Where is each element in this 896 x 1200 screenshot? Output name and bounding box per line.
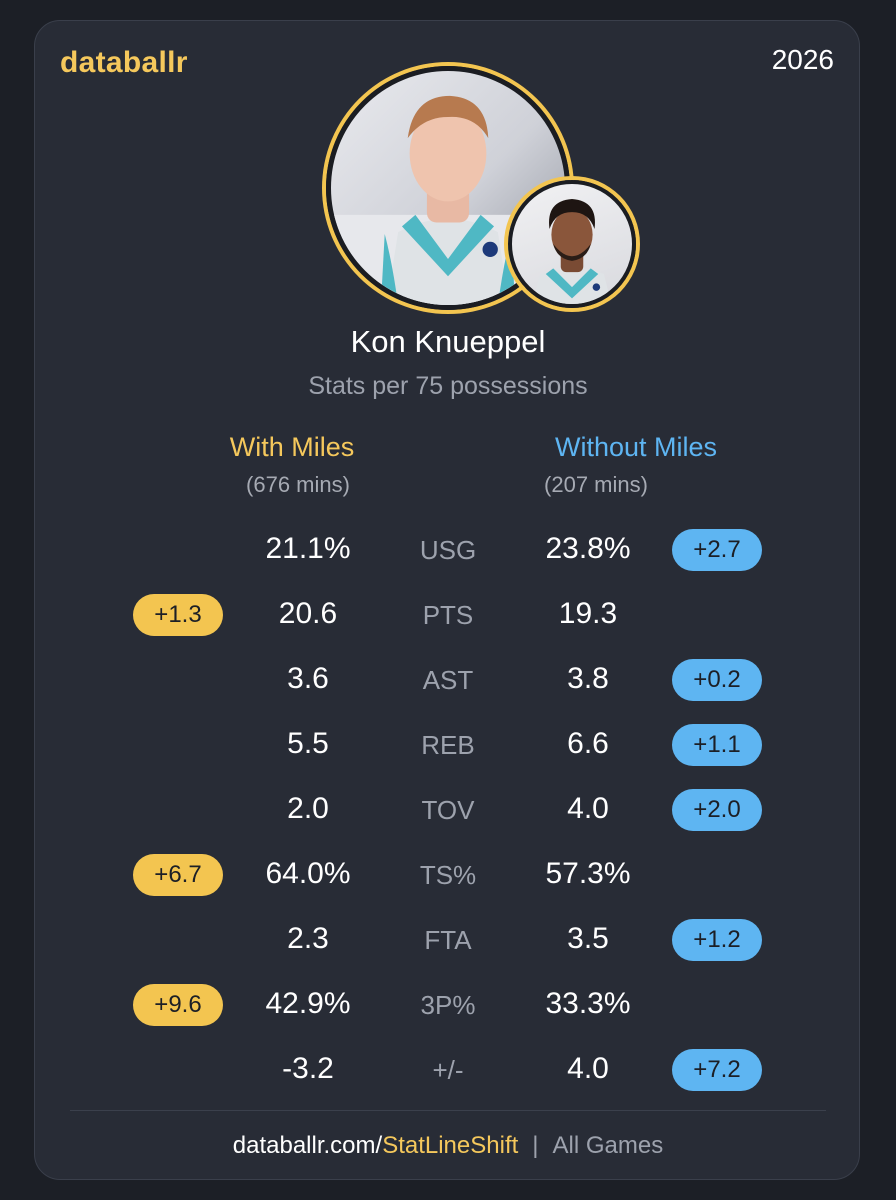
stat-row-pts: +1.3 20.6 PTS 19.3: [0, 583, 896, 648]
stat-row-tov: 2.0 TOV 4.0 +2.0: [0, 778, 896, 843]
stat-row-ast: 3.6 AST 3.8 +0.2: [0, 648, 896, 713]
footer-site: databallr.com/: [232, 1132, 383, 1159]
diff-badge-without: +1.2: [672, 919, 762, 961]
value-without: 23.8%: [545, 532, 631, 565]
with-column-header: With Miles: [229, 432, 355, 462]
diff-badge-with: +9.6: [133, 984, 223, 1026]
diff-badge-without: +0.2: [672, 659, 762, 701]
value-without: 4.0: [567, 792, 609, 825]
value-without: 4.0: [567, 1052, 609, 1085]
diff-badge-with: +6.7: [133, 854, 223, 896]
stat-row-3p: +9.6 42.9% 3P% 33.3%: [0, 973, 896, 1038]
value-with: 5.5: [287, 727, 329, 760]
with-column-minutes: (676 mins): [246, 472, 350, 497]
stat-row-usg: 21.1% USG 23.8% +2.7: [0, 518, 896, 583]
stat-row-plus-minus: -3.2 +/- 4.0 +7.2: [0, 1038, 896, 1103]
stat-label: PTS: [422, 600, 474, 630]
stats-table: 21.1% USG 23.8% +2.7 +1.3 20.6 PTS 19.3 …: [0, 518, 896, 1103]
stat-label: AST: [422, 665, 474, 695]
stat-row-ts: +6.7 64.0% TS% 57.3%: [0, 843, 896, 908]
stat-label: +/-: [432, 1055, 464, 1085]
footer: databallr.com/StatLineShift | All Games: [0, 1132, 896, 1160]
stat-label: FTA: [424, 925, 472, 955]
footer-link[interactable]: databallr.com/StatLineShift: [233, 1132, 519, 1159]
value-without: 19.3: [558, 597, 618, 630]
stat-row-fta: 2.3 FTA 3.5 +1.2: [0, 908, 896, 973]
stat-label: TS%: [419, 860, 477, 890]
season-year: 2026: [771, 44, 834, 75]
stats-subtitle: Stats per 75 possessions: [308, 372, 588, 400]
diff-badge-without: +7.2: [672, 1049, 762, 1091]
value-with: 21.1%: [265, 532, 351, 565]
value-with: 2.0: [287, 792, 329, 825]
value-with: 64.0%: [265, 857, 351, 890]
diff-badge-without: +1.1: [672, 724, 762, 766]
teammate-headshot-icon: [532, 199, 612, 304]
diff-badge-without: +2.0: [672, 789, 762, 831]
value-without: 3.5: [567, 922, 609, 955]
value-without: 6.6: [567, 727, 609, 760]
brand-logo[interactable]: databallr: [60, 46, 188, 79]
footer-path: StatLineShift: [382, 1132, 519, 1159]
footer-divider: [70, 1110, 826, 1111]
stat-label: USG: [419, 535, 477, 565]
value-without: 3.8: [567, 662, 609, 695]
stat-row-reb: 5.5 REB 6.6 +1.1: [0, 713, 896, 778]
value-with: 3.6: [287, 662, 329, 695]
stat-label: REB: [421, 730, 475, 760]
value-with: 20.6: [278, 597, 338, 630]
teammate-headshot: [508, 180, 636, 308]
value-with: 42.9%: [265, 987, 351, 1020]
value-with: 2.3: [287, 922, 329, 955]
without-column-minutes: (207 mins): [544, 472, 648, 497]
footer-scope: All Games: [552, 1132, 664, 1159]
player-name: Kon Knueppel: [350, 324, 546, 359]
stat-label: 3P%: [420, 990, 476, 1020]
diff-badge-without: +2.7: [672, 529, 762, 571]
without-column-header: Without Miles: [554, 432, 718, 462]
value-without: 57.3%: [545, 857, 631, 890]
diff-badge-with: +1.3: [133, 594, 223, 636]
value-without: 33.3%: [545, 987, 631, 1020]
stat-label: TOV: [421, 795, 475, 825]
footer-separator: |: [532, 1132, 539, 1159]
value-with: -3.2: [282, 1052, 334, 1085]
